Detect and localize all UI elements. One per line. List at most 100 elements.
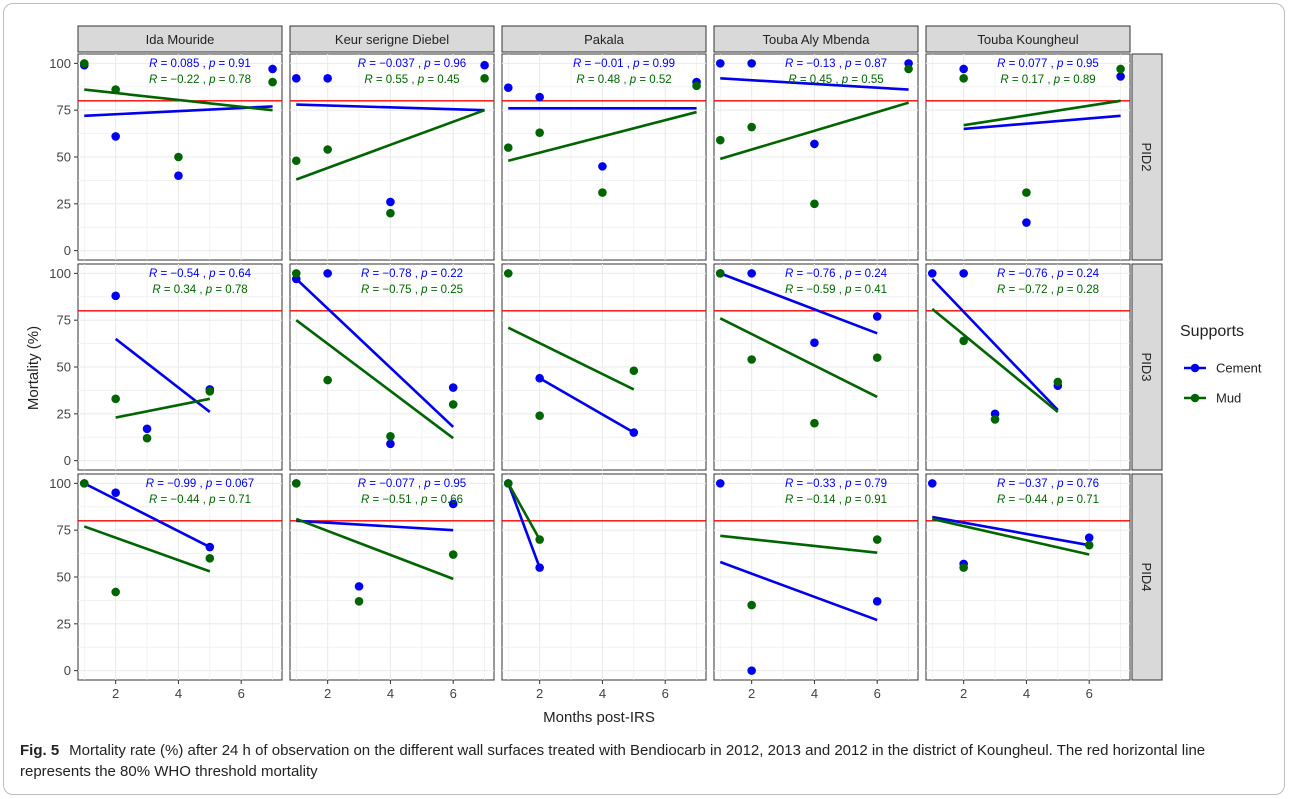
- legend-items: Cement Mud: [1184, 361, 1262, 406]
- row-strip-label: PID4: [1139, 563, 1154, 592]
- cement-point: [747, 59, 756, 68]
- column-strip-label: Keur serigne Diebel: [335, 32, 449, 47]
- caption-text: Mortality rate (%) after 24 h of observa…: [20, 742, 1206, 780]
- panel-series: R = −0.37 , p = 0.76 R = −0.44 , p = 0.71: [927, 478, 1099, 572]
- facet-panel: [713, 473, 919, 681]
- mud-point: [715, 269, 725, 278]
- cement-point: [205, 542, 215, 552]
- cement-correlation-label: R = −0.76 , p = 0.24: [997, 268, 1100, 280]
- y-tick-label: 25: [57, 616, 71, 631]
- mud-point: [629, 366, 639, 376]
- mud-point: [111, 394, 120, 404]
- row-strip: [1131, 263, 1163, 471]
- facet-panel: [501, 473, 707, 681]
- mud-correlation-label: R = −0.75 , p = 0.25: [361, 284, 463, 296]
- x-tick-label: 4: [175, 686, 182, 701]
- column-strip-label: Touba Koungheul: [977, 32, 1078, 47]
- cement-point: [323, 269, 332, 278]
- mud-point: [904, 64, 913, 74]
- mud-point: [291, 479, 301, 488]
- mud-point: [959, 336, 968, 346]
- mud-fit-line: [115, 397, 211, 419]
- mud-point: [448, 550, 458, 559]
- y-tick-label: 0: [64, 453, 71, 468]
- column-strip-label: Touba Aly Mbenda: [763, 32, 871, 47]
- y-tick-label: 100: [49, 56, 71, 71]
- panel-series: R = −0.76 , p = 0.24 R = −0.72 , p = 0.28: [927, 268, 1100, 424]
- panel-series: R = −0.76 , p = 0.24 R = −0.59 , p = 0.41: [715, 268, 888, 428]
- mud-point: [79, 479, 89, 488]
- mud-point: [990, 415, 1000, 424]
- mud-point: [111, 587, 120, 597]
- cement-fit-line: [296, 519, 454, 532]
- x-tick-label: 4: [599, 686, 606, 701]
- column-strip-label: Pakala: [584, 32, 625, 47]
- cement-fit-line: [539, 377, 635, 434]
- mud-point: [480, 74, 489, 83]
- mud-point: [810, 199, 819, 209]
- mud-fit-line: [83, 525, 211, 573]
- mud-fit-line: [507, 110, 697, 163]
- mud-point: [291, 156, 301, 166]
- cement-correlation-label: R = −0.54 , p = 0.64: [149, 268, 252, 280]
- mud-fit-line: [295, 319, 454, 440]
- cement-fit-line: [83, 482, 211, 549]
- legend-key-point: [1190, 393, 1200, 403]
- mud-correlation-label: R = 0.48 , p = 0.52: [576, 74, 671, 86]
- mud-fit-line: [295, 517, 454, 581]
- mud-point: [268, 77, 277, 87]
- y-tick-label: 50: [57, 150, 71, 165]
- mud-correlation-label: R = −0.22 , p = 0.78: [149, 74, 251, 86]
- cement-point: [535, 92, 544, 102]
- cement-point: [535, 563, 544, 572]
- column-strip: [501, 25, 707, 53]
- mud-point: [747, 355, 756, 364]
- cement-fit-line: [114, 337, 211, 413]
- cement-point: [111, 291, 120, 301]
- mud-point: [386, 431, 395, 441]
- cement-point: [291, 74, 301, 83]
- cement-fit-line: [720, 77, 909, 91]
- mud-point: [1022, 188, 1031, 197]
- panel-series: R = −0.13 , p = 0.87 R = 0.45 , p = 0.55: [715, 58, 913, 209]
- mud-fit-line: [507, 326, 635, 391]
- mud-correlation-label: R = −0.14 , p = 0.91: [785, 494, 887, 506]
- panel-series: R = −0.99 , p = 0.067 R = −0.44 , p = 0.7…: [79, 478, 254, 597]
- mud-point: [598, 188, 607, 197]
- mud-point: [448, 400, 458, 409]
- x-tick-label: 6: [662, 686, 669, 701]
- mud-fit-line: [295, 108, 486, 181]
- cement-point: [872, 312, 882, 321]
- cement-point: [959, 64, 968, 74]
- x-tick-label: 4: [1023, 686, 1030, 701]
- row-strip: [1131, 53, 1163, 261]
- figure-caption: Fig. 5 Mortality rate (%) after 24 h of o…: [20, 740, 1270, 782]
- cement-point: [715, 479, 725, 488]
- cement-point: [747, 666, 756, 675]
- cement-correlation-label: R = −0.037 , p = 0.96: [358, 58, 466, 70]
- cement-point: [715, 59, 725, 68]
- mud-point: [1053, 377, 1063, 387]
- cement-point: [535, 373, 544, 383]
- panel-series: [503, 479, 544, 572]
- panel-series: R = 0.085 , p = 0.91 R = −0.22 , p = 0.78: [79, 58, 277, 181]
- x-tick-label: 2: [536, 686, 543, 701]
- mud-point: [959, 74, 968, 83]
- cement-point: [598, 162, 607, 171]
- mud-point: [535, 535, 544, 544]
- facet-panel: [501, 53, 707, 261]
- mud-point: [1116, 64, 1125, 74]
- facet-panel: [77, 473, 283, 681]
- mud-fit-line: [931, 307, 1059, 413]
- row-strip-label: PID3: [1139, 353, 1154, 382]
- mud-point: [692, 81, 701, 91]
- y-tick-label: 50: [57, 570, 71, 585]
- cement-point: [323, 74, 332, 83]
- cement-fit-line: [931, 278, 1059, 411]
- cement-point: [142, 424, 152, 434]
- mud-correlation-label: R = −0.44 , p = 0.71: [997, 494, 1099, 506]
- mud-point: [205, 553, 215, 563]
- cement-point: [927, 479, 937, 488]
- mud-fit-line: [507, 482, 541, 541]
- cement-point: [480, 60, 489, 70]
